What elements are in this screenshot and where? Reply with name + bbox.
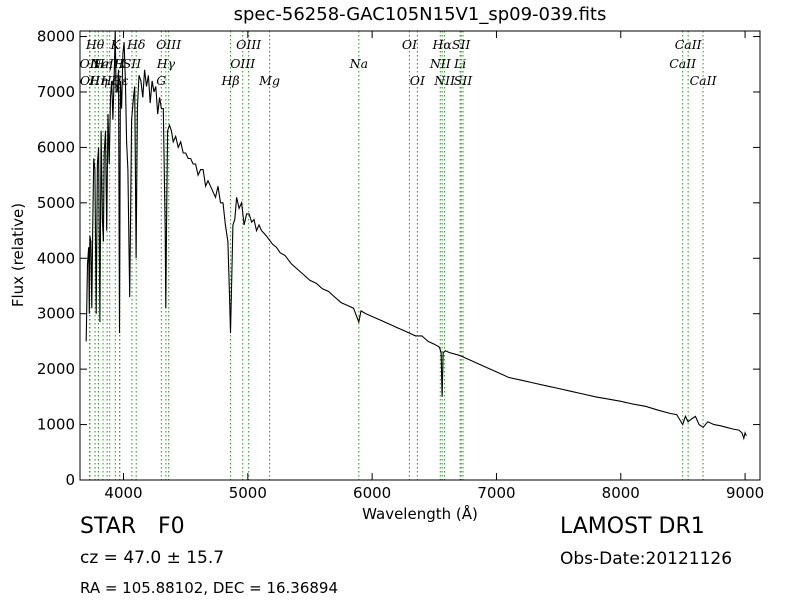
x-tick-label-0: 4000 <box>104 484 142 502</box>
spectral-line-markers <box>89 31 704 480</box>
x-axis-label: Wavelength (Å) <box>362 505 478 523</box>
y-tick-label-4: 4000 <box>37 249 75 267</box>
y-tick-label-7: 7000 <box>37 83 75 101</box>
line-label-18: Mg <box>258 73 280 88</box>
x-tick-label-2: 6000 <box>353 484 391 502</box>
line-label-20: OI <box>402 37 418 52</box>
line-label-27: SII <box>454 73 474 88</box>
line-label-12: G <box>156 73 166 88</box>
y-tick-label-6: 6000 <box>37 138 75 156</box>
survey-name: LAMOST DR1 <box>560 514 705 539</box>
axes-ticks: 4000 5000 6000 7000 8000 9000 0 1000 2000 3000 400… <box>37 28 764 502</box>
y-tick-label-3: 3000 <box>37 305 75 323</box>
line-label-23: Hα <box>431 37 452 52</box>
line-label-16: OIII <box>230 56 256 71</box>
line-label-11: Hδ <box>126 37 145 52</box>
x-tick-label-4: 8000 <box>602 484 640 502</box>
spectrum-series-line <box>85 30 747 441</box>
line-label-0: OII <box>80 56 101 71</box>
line-label-4: Hη <box>93 56 113 71</box>
line-label-26: SII <box>452 37 472 52</box>
object-class: STAR <box>80 514 137 539</box>
plot-frame <box>79 30 761 481</box>
y-tick-label-2: 2000 <box>37 360 75 378</box>
line-label-30: CaII <box>690 73 718 88</box>
spectral-line-labels: OIIOIIHθHηHηNeIIIHζKHHεSIIHδGHγOIIIHβOII… <box>80 37 718 88</box>
observation-date: Obs-Date:20121126 <box>560 549 733 569</box>
coordinates: RA = 105.88102, DEC = 16.36894 <box>80 579 339 597</box>
line-label-2: Hθ <box>85 37 105 52</box>
redshift-cz: cz = 47.0 ± 15.7 <box>80 548 225 568</box>
x-tick-label-3: 7000 <box>477 484 515 502</box>
y-axis-label: Flux (relative) <box>9 202 27 308</box>
line-label-1: OII <box>80 73 101 88</box>
line-label-6: Hζ <box>100 73 120 88</box>
chart-title: spec-56258-GAC105N15V1_sp09-039.fits <box>233 4 607 25</box>
line-label-3: Hη <box>88 73 108 88</box>
line-label-22: NII <box>429 56 452 71</box>
line-label-19: Na <box>349 56 368 71</box>
y-tick-label-5: 5000 <box>37 194 75 212</box>
line-label-13: Hγ <box>156 56 176 71</box>
y-tick-label-1: 1000 <box>37 416 75 434</box>
line-label-17: OIII <box>236 37 262 52</box>
x-tick-label-5: 9000 <box>726 484 764 502</box>
line-label-24: NII <box>433 73 456 88</box>
object-subclass: F0 <box>158 514 185 539</box>
x-tick-label-1: 5000 <box>229 484 267 502</box>
line-label-15: Hβ <box>220 73 239 88</box>
line-label-21: OI <box>410 73 426 88</box>
line-label-29: CaII <box>675 37 703 52</box>
line-label-25: Li <box>453 56 466 71</box>
y-tick-label-0: 0 <box>65 471 75 489</box>
line-label-28: CaII <box>669 56 697 71</box>
y-tick-label-8: 8000 <box>37 28 75 46</box>
line-label-14: OIII <box>156 37 182 52</box>
line-label-10: SII <box>123 56 143 71</box>
